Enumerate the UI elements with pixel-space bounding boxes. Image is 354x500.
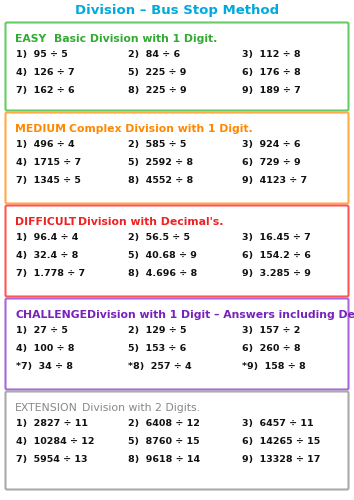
Text: 5)  8760 ÷ 15: 5) 8760 ÷ 15: [128, 437, 200, 446]
Text: 1)  95 ÷ 5: 1) 95 ÷ 5: [16, 50, 68, 59]
Text: EXTENSION: EXTENSION: [15, 403, 78, 413]
Text: 3)  6457 ÷ 11: 3) 6457 ÷ 11: [242, 419, 314, 428]
Text: EASY: EASY: [15, 34, 46, 44]
Text: 1)  27 ÷ 5: 1) 27 ÷ 5: [16, 326, 68, 335]
Text: 2)  6408 ÷ 12: 2) 6408 ÷ 12: [128, 419, 200, 428]
Text: Division – Bus Stop Method: Division – Bus Stop Method: [75, 4, 279, 17]
FancyBboxPatch shape: [6, 112, 348, 204]
Text: 8)  4.696 ÷ 8: 8) 4.696 ÷ 8: [128, 269, 197, 278]
Text: 3)  112 ÷ 8: 3) 112 ÷ 8: [242, 50, 301, 59]
Text: *8)  257 ÷ 4: *8) 257 ÷ 4: [128, 362, 192, 371]
Text: 9)  3.285 ÷ 9: 9) 3.285 ÷ 9: [242, 269, 311, 278]
Text: 7)  162 ÷ 6: 7) 162 ÷ 6: [16, 86, 75, 95]
Text: 1)  96.4 ÷ 4: 1) 96.4 ÷ 4: [16, 233, 78, 242]
FancyBboxPatch shape: [6, 392, 348, 490]
FancyBboxPatch shape: [6, 22, 348, 110]
Text: 5)  40.68 ÷ 9: 5) 40.68 ÷ 9: [128, 251, 197, 260]
Text: 4)  32.4 ÷ 8: 4) 32.4 ÷ 8: [16, 251, 78, 260]
Text: 5)  225 ÷ 9: 5) 225 ÷ 9: [128, 68, 186, 77]
Text: 4)  10284 ÷ 12: 4) 10284 ÷ 12: [16, 437, 95, 446]
Text: 3)  16.45 ÷ 7: 3) 16.45 ÷ 7: [242, 233, 311, 242]
Text: 6)  729 ÷ 9: 6) 729 ÷ 9: [242, 158, 301, 167]
Text: 6)  260 ÷ 8: 6) 260 ÷ 8: [242, 344, 301, 353]
Text: 5)  2592 ÷ 8: 5) 2592 ÷ 8: [128, 158, 193, 167]
Text: Division with 1 Digit – Answers including Decimal's.: Division with 1 Digit – Answers includin…: [87, 310, 354, 320]
Text: 7)  1345 ÷ 5: 7) 1345 ÷ 5: [16, 176, 81, 185]
Text: 4)  1715 ÷ 7: 4) 1715 ÷ 7: [16, 158, 81, 167]
Text: MEDIUM: MEDIUM: [15, 124, 66, 134]
Text: 6)  176 ÷ 8: 6) 176 ÷ 8: [242, 68, 301, 77]
Text: *7)  34 ÷ 8: *7) 34 ÷ 8: [16, 362, 73, 371]
Text: 2)  56.5 ÷ 5: 2) 56.5 ÷ 5: [128, 233, 190, 242]
Text: 6)  154.2 ÷ 6: 6) 154.2 ÷ 6: [242, 251, 311, 260]
Text: 4)  100 ÷ 8: 4) 100 ÷ 8: [16, 344, 74, 353]
Text: 8)  9618 ÷ 14: 8) 9618 ÷ 14: [128, 455, 200, 464]
Text: 7)  5954 ÷ 13: 7) 5954 ÷ 13: [16, 455, 87, 464]
Text: 9)  4123 ÷ 7: 9) 4123 ÷ 7: [242, 176, 307, 185]
Text: Division with Decimal's.: Division with Decimal's.: [78, 217, 223, 227]
Text: 3)  924 ÷ 6: 3) 924 ÷ 6: [242, 140, 301, 149]
Text: 8)  225 ÷ 9: 8) 225 ÷ 9: [128, 86, 187, 95]
Text: Basic Division with 1 Digit.: Basic Division with 1 Digit.: [54, 34, 217, 44]
Text: *9)  158 ÷ 8: *9) 158 ÷ 8: [242, 362, 306, 371]
Text: 1)  2827 ÷ 11: 1) 2827 ÷ 11: [16, 419, 88, 428]
Text: 2)  585 ÷ 5: 2) 585 ÷ 5: [128, 140, 186, 149]
Text: 8)  4552 ÷ 8: 8) 4552 ÷ 8: [128, 176, 193, 185]
Text: 3)  157 ÷ 2: 3) 157 ÷ 2: [242, 326, 301, 335]
Text: 9)  189 ÷ 7: 9) 189 ÷ 7: [242, 86, 301, 95]
Text: 1)  496 ÷ 4: 1) 496 ÷ 4: [16, 140, 75, 149]
Text: 7)  1.778 ÷ 7: 7) 1.778 ÷ 7: [16, 269, 85, 278]
Text: Division with 2 Digits.: Division with 2 Digits.: [82, 403, 200, 413]
FancyBboxPatch shape: [6, 206, 348, 296]
Text: 5)  153 ÷ 6: 5) 153 ÷ 6: [128, 344, 186, 353]
Text: 6)  14265 ÷ 15: 6) 14265 ÷ 15: [242, 437, 320, 446]
FancyBboxPatch shape: [6, 298, 348, 390]
Text: 9)  13328 ÷ 17: 9) 13328 ÷ 17: [242, 455, 320, 464]
Text: 2)  84 ÷ 6: 2) 84 ÷ 6: [128, 50, 180, 59]
Text: 2)  129 ÷ 5: 2) 129 ÷ 5: [128, 326, 187, 335]
Text: CHALLENGE: CHALLENGE: [15, 310, 87, 320]
Text: Complex Division with 1 Digit.: Complex Division with 1 Digit.: [69, 124, 253, 134]
Text: DIFFICULT: DIFFICULT: [15, 217, 76, 227]
Text: 4)  126 ÷ 7: 4) 126 ÷ 7: [16, 68, 75, 77]
